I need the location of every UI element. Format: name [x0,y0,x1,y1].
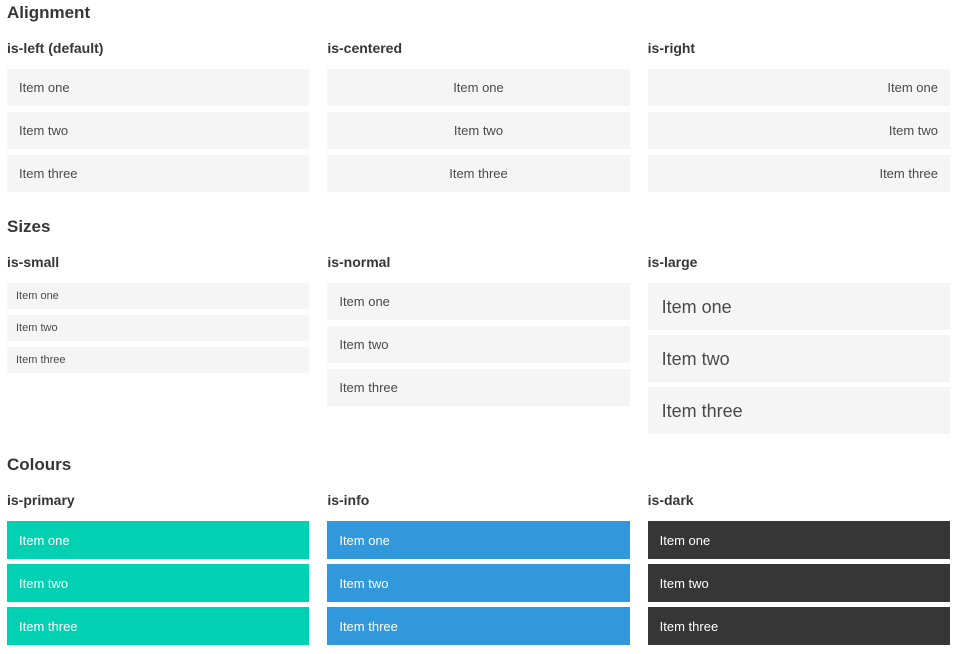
list-item: Item one [647,69,950,106]
list-item: Item three [7,155,310,192]
sizes-columns: is-small Item one Item two Item three is… [7,254,950,434]
list-item: Item one [647,283,950,330]
column-is-info: is-info Item one Item two Item three [327,492,630,645]
list-item: Item one [7,69,310,106]
list-item: Item three [7,607,310,645]
list-item: Item two [7,564,310,602]
group-label-is-large: is-large [647,254,698,270]
list-item: Item three [647,387,950,434]
section-title-colours: Colours [7,455,72,474]
section-title-alignment: Alignment [7,3,91,22]
column-is-normal: is-normal Item one Item two Item three [327,254,630,434]
list-item: Item two [647,335,950,382]
list-item: Item three [327,369,630,406]
group-label-is-right: is-right [647,40,696,56]
alignment-columns: is-left (default) Item one Item two Item… [7,40,950,192]
list-item: Item two [327,112,630,149]
list-item: Item two [7,315,310,341]
section-title-sizes: Sizes [7,217,51,236]
column-is-dark: is-dark Item one Item two Item three [647,492,950,645]
column-is-left: is-left (default) Item one Item two Item… [7,40,310,192]
group-label-is-small: is-small [7,254,60,270]
block-list-is-normal: Item one Item two Item three [327,283,630,406]
block-list-is-left: Item one Item two Item three [7,69,310,192]
block-list-is-small: Item one Item two Item three [7,283,310,373]
list-item: Item one [7,521,310,559]
column-is-small: is-small Item one Item two Item three [7,254,310,434]
list-item: Item one [327,283,630,320]
section-alignment: Alignment is-left (default) Item one Ite… [7,3,950,192]
column-is-centered: is-centered Item one Item two Item three [327,40,630,192]
list-item: Item one [327,69,630,106]
list-item: Item two [327,326,630,363]
group-label-is-normal: is-normal [327,254,391,270]
block-list-is-centered: Item one Item two Item three [327,69,630,192]
list-item: Item two [327,564,630,602]
list-item: Item three [647,607,950,645]
group-label-is-info: is-info [327,492,370,508]
group-label-is-primary: is-primary [7,492,75,508]
group-label-is-left: is-left (default) [7,40,104,56]
list-item: Item three [327,155,630,192]
list-item: Item one [327,521,630,559]
list-item: Item three [7,347,310,373]
block-list-is-large: Item one Item two Item three [647,283,950,434]
block-list-is-info: Item one Item two Item three [327,521,630,645]
list-item: Item two [7,112,310,149]
column-is-primary: is-primary Item one Item two Item three [7,492,310,645]
list-item: Item one [647,521,950,559]
group-label-is-dark: is-dark [647,492,694,508]
column-is-right: is-right Item one Item two Item three [647,40,950,192]
column-is-large: is-large Item one Item two Item three [647,254,950,434]
list-item: Item three [327,607,630,645]
block-list-is-right: Item one Item two Item three [647,69,950,192]
list-item: Item two [647,564,950,602]
section-sizes: Sizes is-small Item one Item two Item th… [7,217,950,434]
section-colours: Colours is-primary Item one Item two Ite… [7,455,950,645]
colours-columns: is-primary Item one Item two Item three … [7,492,950,645]
block-list-is-primary: Item one Item two Item three [7,521,310,645]
block-list-is-dark: Item one Item two Item three [647,521,950,645]
list-item: Item one [7,283,310,309]
list-item: Item three [647,155,950,192]
group-label-is-centered: is-centered [327,40,403,56]
list-item: Item two [647,112,950,149]
